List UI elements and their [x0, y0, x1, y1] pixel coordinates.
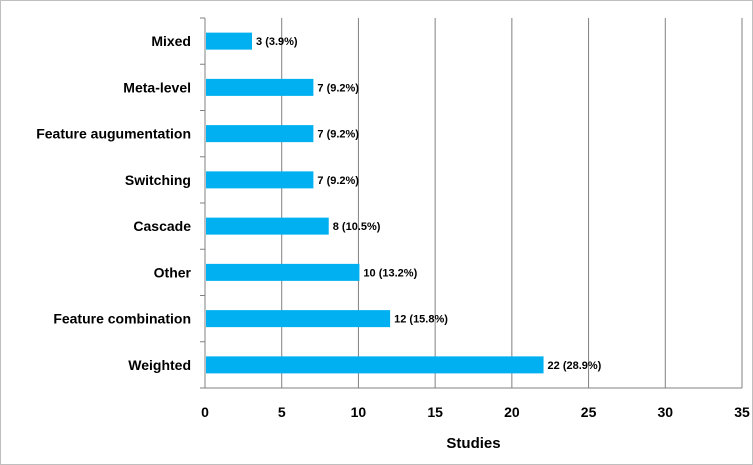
bar-cascade: [206, 217, 329, 235]
data-label: 12 (15.8%): [394, 314, 448, 326]
bar-meta-level: [206, 78, 314, 96]
x-tick-label: 5: [278, 404, 286, 420]
x-tick-label: 35: [734, 404, 750, 420]
bar-feature-combination: [206, 310, 391, 328]
bar-mixed: [206, 32, 253, 50]
category-label: Switching: [125, 172, 191, 188]
x-tick-label: 15: [427, 404, 443, 420]
x-tick-label: 20: [504, 404, 520, 420]
data-label: 7 (9.2%): [317, 175, 359, 187]
category-label: Mixed: [151, 33, 191, 49]
x-tick-label: 10: [351, 404, 367, 420]
bars: [206, 32, 544, 374]
x-axis-title: Studies: [446, 435, 500, 452]
bar-feature-augumentation: [206, 125, 314, 143]
category-label: Feature combination: [53, 311, 191, 327]
category-label: Other: [154, 264, 192, 280]
data-label: 3 (3.9%): [256, 36, 298, 48]
category-label: Cascade: [133, 218, 191, 234]
category-label: Feature augumentation: [36, 126, 191, 142]
bar-switching: [206, 171, 314, 189]
gridlines: [281, 18, 743, 388]
bar-other: [206, 263, 360, 281]
data-label: 7 (9.2%): [317, 129, 359, 141]
bar-weighted: [206, 356, 544, 374]
axes: [200, 17, 742, 389]
data-label: 10 (13.2%): [363, 267, 417, 279]
x-tick-label: 25: [581, 404, 597, 420]
data-label: 7 (9.2%): [317, 82, 359, 94]
category-label: Weighted: [128, 357, 191, 373]
category-label: Meta-level: [123, 79, 191, 95]
data-label: 8 (10.5%): [333, 221, 381, 233]
x-tick-label: 0: [201, 404, 209, 420]
x-tick-label: 30: [657, 404, 673, 420]
labels: 0 5 10 15 20 25 30 35 Mixed 3 (3.9%) Meta-level 7 (…: [36, 33, 750, 420]
data-label: 22 (28.9%): [548, 360, 602, 372]
